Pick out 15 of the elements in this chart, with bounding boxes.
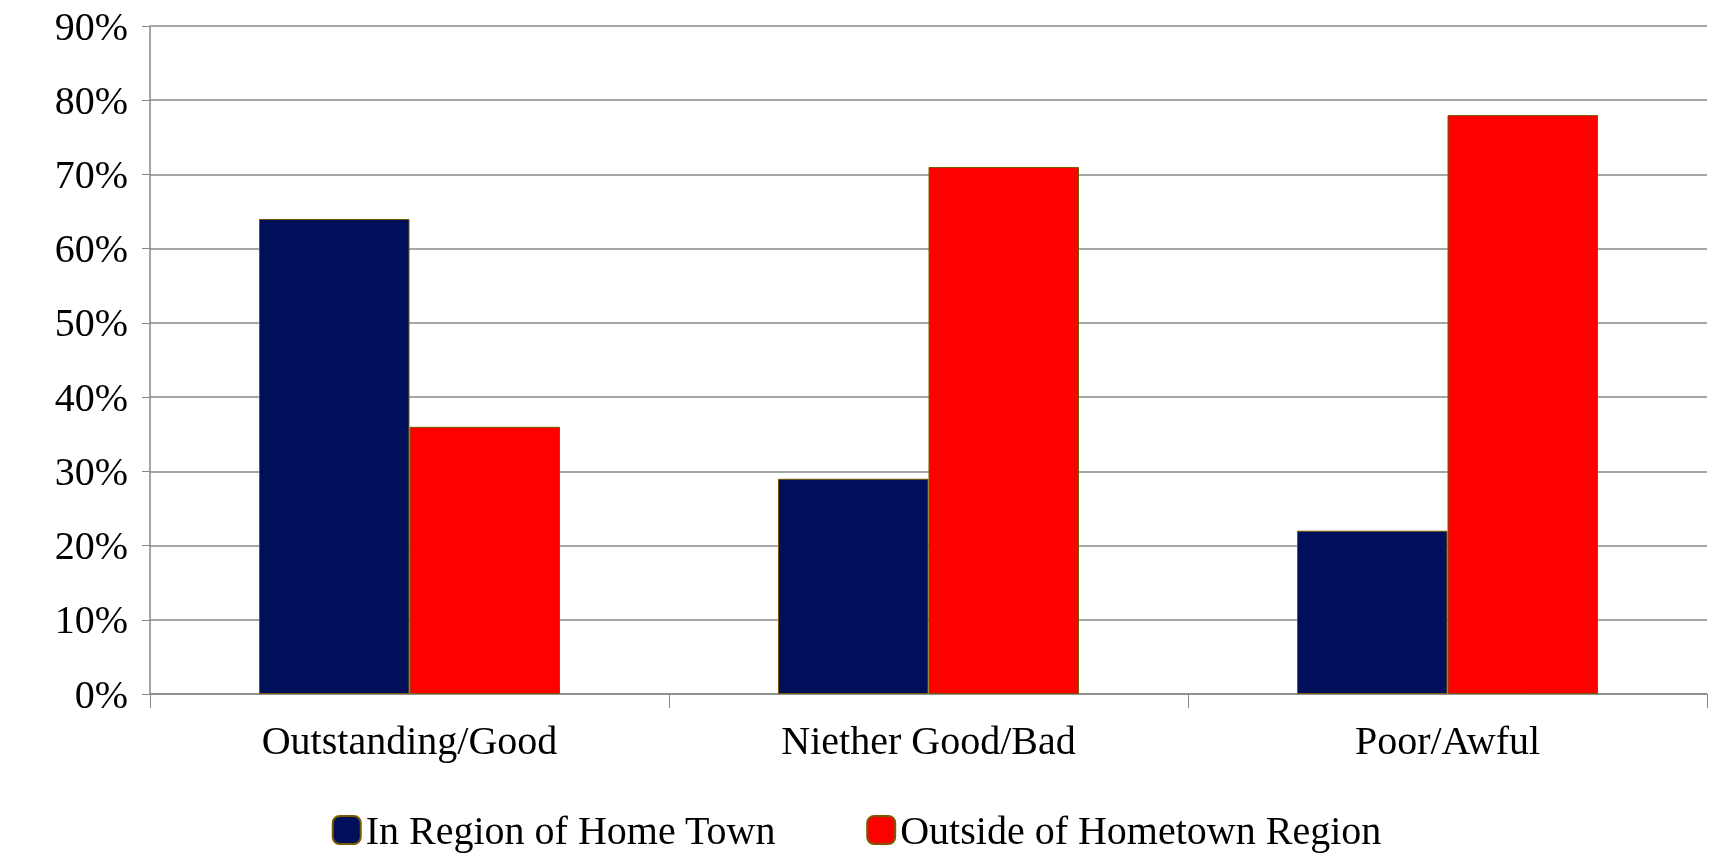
- y-tick-label: 0%: [74, 671, 128, 717]
- y-tick-label: 30%: [54, 448, 128, 494]
- y-tick-label: 20%: [54, 523, 128, 569]
- x-tick-label: Outstanding/Good: [261, 717, 558, 763]
- x-tick-label: Niether Good/Bad: [781, 717, 1076, 763]
- y-tick-label: 60%: [54, 226, 128, 272]
- legend-label: Outside of Hometown Region: [900, 807, 1382, 853]
- y-tick-label: 50%: [54, 300, 128, 346]
- y-tick-label: 70%: [54, 151, 128, 197]
- y-tick-label: 10%: [54, 597, 128, 643]
- y-tick-label: 90%: [54, 3, 128, 49]
- legend-label: In Region of Home Town: [365, 807, 776, 853]
- y-tick-label: 80%: [54, 77, 128, 123]
- y-tick-label: 40%: [54, 374, 128, 420]
- x-tick-label: Poor/Awful: [1354, 717, 1541, 763]
